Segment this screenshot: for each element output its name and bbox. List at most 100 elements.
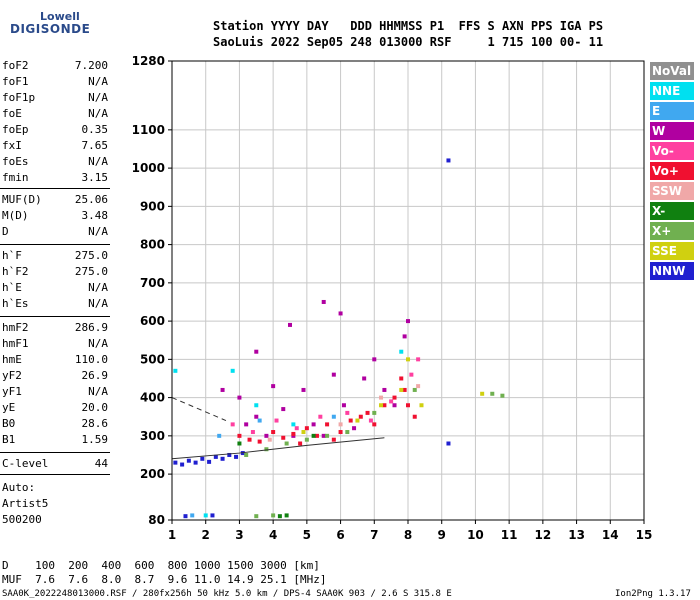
legend-item: X- [650, 202, 694, 220]
data-point [304, 426, 309, 431]
param-value: N/A [88, 155, 108, 168]
data-point [291, 431, 296, 436]
x-tick-label: 5 [303, 528, 311, 542]
param-separator [0, 316, 110, 317]
param-value: 28.6 [81, 417, 109, 430]
param-name: M(D) [2, 209, 29, 222]
legend-item: SSE [650, 242, 694, 260]
param-name: foF2 [2, 59, 29, 72]
y-tick-label: 500 [140, 352, 165, 366]
data-point [193, 460, 198, 465]
param-row: fxI 7.65 [2, 139, 108, 155]
param-value: 3.15 [81, 171, 109, 184]
data-point [254, 403, 259, 408]
x-tick-label: 8 [404, 528, 412, 542]
data-point [416, 357, 421, 362]
legend-item: Vo+ [650, 162, 694, 180]
data-point [234, 454, 239, 459]
data-point [406, 357, 410, 362]
data-point [254, 349, 259, 354]
data-point [271, 513, 276, 518]
data-point [213, 454, 218, 459]
param-row: foEs N/A [2, 155, 108, 171]
param-name: C-level [2, 457, 49, 470]
data-point [274, 418, 279, 423]
param-row: foE N/A [2, 107, 108, 123]
param-name: B0 [2, 417, 16, 430]
param-value: N/A [88, 107, 108, 120]
data-point [402, 334, 407, 339]
data-point [264, 433, 269, 438]
param-value: 7.65 [81, 139, 109, 152]
footer-filename: SAA0K_2022248013000.RSF / 280fx256h 50 k… [2, 589, 452, 599]
param-name: yF2 [2, 369, 22, 382]
param-value: 275.0 [74, 265, 108, 278]
data-point [318, 414, 323, 419]
data-point [190, 513, 195, 518]
param-value: 1.59 [81, 433, 109, 446]
data-point [399, 349, 404, 354]
legend-item: NNE [650, 82, 694, 100]
data-point [331, 414, 336, 419]
y-tick-label: 1280 [132, 54, 165, 68]
param-row: h`Es N/A [2, 297, 108, 313]
param-row: hmF2 286.9 [2, 321, 108, 337]
x-tick-label: 12 [535, 528, 552, 542]
y-tick-label: 800 [140, 238, 165, 252]
data-point [301, 430, 306, 435]
data-point [345, 410, 350, 415]
data-point [412, 387, 417, 392]
param-value: 25.06 [74, 193, 108, 206]
x-tick-label: 13 [568, 528, 585, 542]
param-row: fmin 3.15 [2, 171, 108, 187]
param-value: N/A [88, 75, 108, 88]
data-point [325, 433, 330, 438]
data-point [173, 460, 178, 465]
data-point [257, 439, 262, 444]
param-row: B1 1.59 [2, 433, 108, 449]
param-name: yF1 [2, 385, 22, 398]
data-point [217, 433, 222, 438]
param-row: B0 28.6 [2, 417, 108, 433]
data-point [247, 437, 252, 442]
param-name: foEp [2, 123, 29, 136]
y-tick-label: 200 [140, 467, 165, 481]
param-value: N/A [88, 281, 108, 294]
param-row: M(D) 3.48 [2, 209, 108, 225]
data-point [321, 299, 326, 304]
data-point [284, 441, 289, 446]
data-point [230, 368, 235, 373]
data-point [325, 422, 330, 427]
data-point [358, 414, 363, 419]
data-point [244, 452, 249, 457]
data-point [480, 391, 485, 396]
digisonde-logo-text: DIGISONDE [10, 22, 91, 36]
data-point [392, 395, 397, 400]
param-value: 275.0 [74, 249, 108, 262]
data-point [294, 426, 299, 431]
x-tick-label: 15 [636, 528, 653, 542]
header-row-labels: Station YYYY DAY DDD HHMMSS P1 FFS S AXN… [213, 19, 604, 33]
data-point [173, 368, 178, 373]
param-row: C-level 44 [2, 457, 108, 473]
param-name: h`F [2, 249, 22, 262]
data-point [500, 393, 505, 398]
data-point [446, 158, 451, 163]
param-row: yF2 26.9 [2, 369, 108, 385]
data-point [355, 418, 360, 423]
data-point [379, 403, 384, 408]
param-name: foF1 [2, 75, 29, 88]
data-point [419, 403, 424, 408]
data-point [244, 422, 249, 427]
data-point [382, 387, 387, 392]
param-row: MUF(D) 25.06 [2, 193, 108, 209]
param-value: N/A [88, 337, 108, 350]
y-tick-label: 900 [140, 199, 165, 213]
param-name: foF1p [2, 91, 36, 104]
chart-points [173, 158, 505, 519]
param-value: 26.9 [81, 369, 109, 382]
autoscale-code: 500200 [2, 513, 42, 526]
y-tick-label: 1100 [132, 123, 165, 137]
data-point [237, 395, 242, 400]
param-separator [0, 452, 110, 453]
